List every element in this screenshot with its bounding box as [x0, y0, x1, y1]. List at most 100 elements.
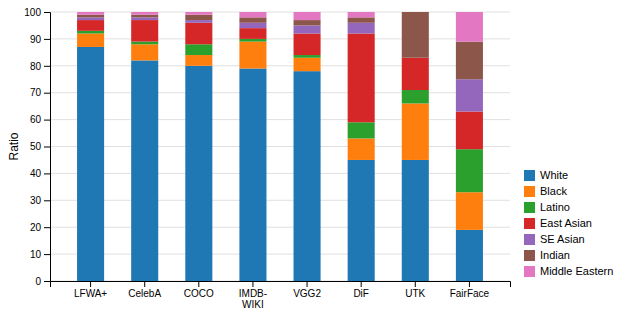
tick-mark [44, 39, 50, 40]
bar-segment [348, 34, 375, 123]
series [77, 12, 483, 42]
tick-label: 0 [35, 276, 41, 287]
bar-segment [294, 71, 321, 281]
legend-label: East Asian [540, 217, 592, 229]
tick: 0 [35, 276, 50, 287]
bar-segment [348, 138, 375, 160]
legend-label: Black [540, 185, 567, 197]
grid-line [50, 200, 510, 201]
tick: 70 [30, 87, 50, 98]
tick: LFWA+ [74, 281, 107, 299]
bar-segment [77, 20, 104, 31]
grid-line [50, 92, 510, 93]
legend-swatch [524, 234, 535, 245]
legend-swatch [524, 266, 535, 277]
bar-segment [294, 20, 321, 25]
bar-segment [239, 39, 266, 42]
bar-segment [456, 112, 483, 150]
tick-label: COCO [184, 288, 214, 299]
bar-segment [131, 44, 158, 60]
tick-mark [252, 281, 253, 287]
grid-line [50, 38, 510, 39]
legend-label: Latino [540, 201, 570, 213]
tick-label-line: LFWA+ [74, 288, 107, 299]
tick-mark [90, 281, 91, 287]
bar-segment [402, 103, 429, 159]
bar-segment [294, 58, 321, 71]
legend-swatch [524, 250, 535, 261]
tick-label-line: CelebA [128, 288, 161, 299]
tick: COCO [184, 281, 214, 299]
bar-segment [294, 25, 321, 33]
grid-line [50, 254, 510, 255]
legend-item: White [524, 169, 568, 181]
bar-segment [77, 47, 104, 281]
grid-line [50, 65, 510, 66]
bar-segment [402, 160, 429, 281]
legend-label: SE Asian [540, 233, 585, 245]
bars [77, 12, 483, 281]
tick-label: CelebA [128, 288, 161, 299]
grid [50, 12, 510, 281]
tick: 20 [30, 222, 50, 233]
bar-segment [239, 42, 266, 69]
tick-mark [44, 254, 50, 255]
tick: 50 [30, 141, 50, 152]
bar-segment [402, 12, 429, 58]
bar-segment [131, 15, 158, 18]
bar-segment [131, 42, 158, 45]
bar-segment [185, 55, 212, 66]
chart: 0102030405060708090100LFWA+CelebACOCOIMD… [0, 0, 640, 321]
bar-segment [239, 23, 266, 28]
tick-label-line: IMDB- [239, 288, 267, 299]
bar-segment [456, 230, 483, 281]
bar-segment [185, 20, 212, 23]
bar-segment [131, 20, 158, 42]
legend-item: Black [524, 185, 567, 197]
tick-label-line: WIKI [242, 299, 264, 310]
bar-segment [456, 79, 483, 111]
legend-item: Middle Eastern [524, 265, 613, 277]
legend-swatch [524, 218, 535, 229]
tick: DiF [353, 281, 369, 299]
tick-label: FairFace [450, 288, 490, 299]
grid-line [50, 146, 510, 147]
tick-mark [144, 281, 145, 287]
tick-mark [44, 93, 50, 94]
legend-swatch [524, 186, 535, 197]
tick-mark [44, 66, 50, 67]
bar-segment [294, 34, 321, 56]
tick-mark [198, 281, 199, 287]
bar-segment [185, 66, 212, 281]
grid-line [50, 173, 510, 174]
tick-label-line: VGG2 [293, 288, 321, 299]
plot: 0102030405060708090100LFWA+CelebACOCOIMD… [24, 7, 510, 310]
tick-label: 60 [30, 114, 42, 125]
bar-segment [239, 28, 266, 39]
legend-item: SE Asian [524, 233, 585, 245]
tick-mark [44, 120, 50, 121]
bar-segment [348, 17, 375, 22]
series [77, 47, 483, 281]
bar-segment [185, 23, 212, 45]
tick-label-line: DiF [353, 288, 369, 299]
tick: 10 [30, 249, 50, 260]
tick-label: 90 [30, 34, 42, 45]
legend: WhiteBlackLatinoEast AsianSE AsianIndian… [524, 169, 613, 277]
bar-segment [77, 15, 104, 18]
bar-segment [456, 42, 483, 80]
tick-label: 30 [30, 195, 42, 206]
tick-mark [415, 281, 416, 287]
tick-mark [361, 281, 362, 287]
bar-segment [239, 12, 266, 17]
tick: UTK [405, 281, 425, 299]
bar-segment [294, 55, 321, 58]
legend-swatch [524, 202, 535, 213]
legend-label: Middle Eastern [540, 265, 613, 277]
bar-segment [294, 12, 321, 20]
bar-segment [402, 58, 429, 90]
tick-mark [44, 200, 50, 201]
series [77, 34, 483, 230]
legend-swatch [524, 170, 535, 181]
tick-mark [469, 281, 470, 287]
